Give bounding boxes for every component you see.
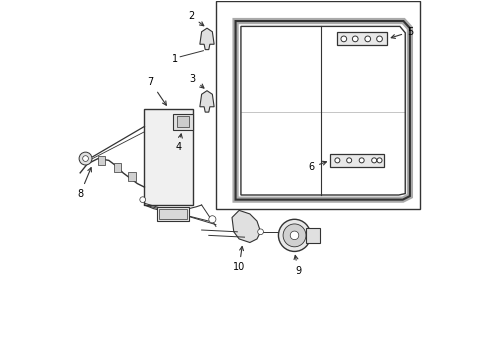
Circle shape xyxy=(283,224,305,247)
Text: 7: 7 xyxy=(147,77,166,105)
Bar xyxy=(329,154,383,167)
Bar xyxy=(128,172,135,181)
PathPatch shape xyxy=(231,210,260,243)
Text: 9: 9 xyxy=(293,255,301,276)
Bar xyxy=(337,32,386,45)
Circle shape xyxy=(364,36,370,42)
PathPatch shape xyxy=(200,91,214,112)
Bar xyxy=(216,1,419,208)
Circle shape xyxy=(346,158,351,163)
Circle shape xyxy=(82,156,88,161)
Text: 4: 4 xyxy=(175,134,182,153)
PathPatch shape xyxy=(200,28,214,50)
Bar xyxy=(159,208,187,219)
Bar xyxy=(176,116,189,127)
Circle shape xyxy=(140,197,145,203)
Bar xyxy=(144,109,192,205)
Text: 10: 10 xyxy=(233,247,245,272)
Circle shape xyxy=(358,158,364,163)
Circle shape xyxy=(376,158,381,163)
Bar xyxy=(157,207,189,221)
Circle shape xyxy=(376,36,382,42)
Circle shape xyxy=(79,152,92,165)
Circle shape xyxy=(208,216,216,223)
Circle shape xyxy=(371,158,376,163)
Circle shape xyxy=(340,36,346,42)
Circle shape xyxy=(257,229,263,235)
Circle shape xyxy=(290,231,298,240)
Circle shape xyxy=(278,219,310,251)
Text: 2: 2 xyxy=(187,11,203,26)
Bar xyxy=(305,228,320,243)
Bar xyxy=(173,114,192,130)
Circle shape xyxy=(352,36,357,42)
Bar xyxy=(114,163,121,172)
Text: 6: 6 xyxy=(307,161,326,172)
Bar xyxy=(98,156,105,165)
Text: 1: 1 xyxy=(171,54,178,64)
Circle shape xyxy=(334,158,339,163)
Text: 5: 5 xyxy=(390,27,412,39)
Text: 8: 8 xyxy=(77,168,91,199)
Text: 3: 3 xyxy=(189,73,203,88)
